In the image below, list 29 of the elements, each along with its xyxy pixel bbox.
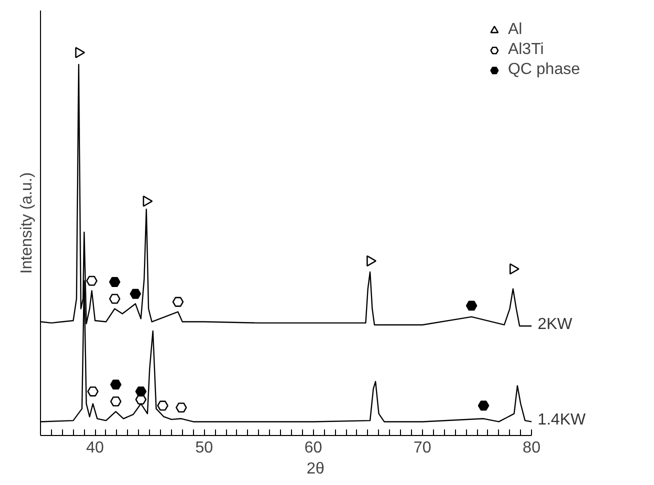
point (75, 46, 86, 58)
point (87, 386, 99, 396)
point (176, 402, 187, 413)
point (86, 276, 98, 286)
point (135, 386, 147, 396)
x-tick-label: 70 (414, 440, 432, 456)
point (130, 288, 142, 299)
legend-label: QC phase (508, 61, 580, 79)
point (142, 196, 153, 207)
point (157, 400, 168, 411)
x-tick-label: 40 (86, 440, 104, 456)
series-label: 1.4KW (538, 412, 586, 429)
series-label: 2KW (538, 316, 574, 333)
point (466, 300, 478, 311)
point (366, 255, 376, 267)
x-tick-label: 60 (304, 440, 322, 456)
legend-label: Al (508, 21, 524, 39)
point (110, 396, 122, 406)
point (509, 263, 520, 275)
x-axis-title: 2θ (306, 460, 324, 478)
point (110, 380, 122, 390)
x-tick-label: 50 (195, 440, 214, 456)
point (172, 296, 184, 307)
x-tick-label: 80 (522, 440, 541, 456)
y-axis-title: Intensity (a.u.) (18, 172, 36, 274)
point (109, 276, 120, 287)
point (478, 400, 490, 411)
legend-label: Al3Ti (508, 41, 544, 59)
point (109, 294, 120, 304)
